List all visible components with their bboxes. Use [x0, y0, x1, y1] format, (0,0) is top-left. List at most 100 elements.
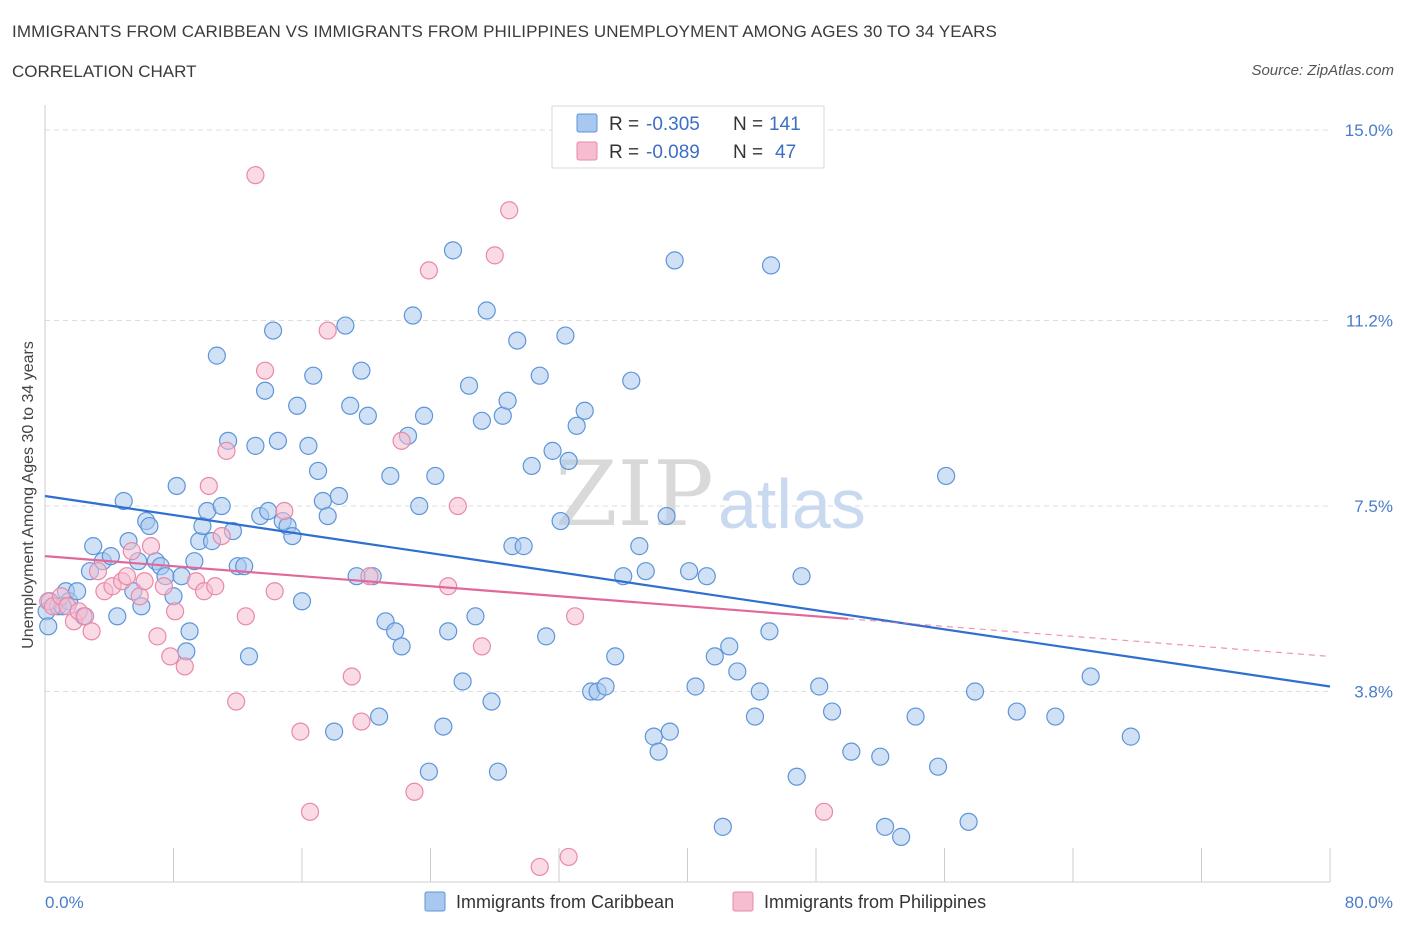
caribbean-point — [410, 496, 429, 516]
philippines-point — [82, 622, 101, 641]
caribbean-point — [403, 306, 422, 325]
trend-line-philippines — [44, 555, 849, 620]
caribbean-point — [488, 762, 508, 781]
caribbean-point — [567, 416, 586, 435]
caribbean-point — [556, 326, 575, 345]
caribbean-point — [370, 707, 389, 726]
watermark: ZIP atlas — [555, 442, 866, 547]
bottom-legend-label-caribbean: Immigrants from Caribbean — [456, 892, 674, 912]
philippines-point — [300, 802, 320, 821]
legend-swatch-philippines — [576, 141, 598, 161]
philippines-point — [135, 572, 154, 591]
legend-r-label-philippines: R = — [609, 142, 639, 163]
caribbean-point — [745, 707, 765, 726]
caribbean-point — [414, 406, 434, 425]
caribbean-point — [392, 637, 411, 656]
legend-r-label-caribbean: R = — [609, 114, 639, 135]
legend-swatch-caribbean — [576, 113, 598, 133]
philippines-point — [76, 607, 95, 626]
caribbean-point — [426, 466, 445, 486]
caribbean-point — [341, 396, 360, 415]
caribbean-point — [965, 682, 985, 701]
philippines-point — [814, 802, 834, 821]
caribbean-point — [443, 241, 463, 260]
caribbean-point — [207, 346, 226, 365]
caribbean-point — [705, 647, 724, 666]
caribbean-point — [892, 827, 911, 846]
y-tick-label: 7.5% — [1354, 497, 1393, 516]
caribbean-point — [453, 672, 472, 691]
caribbean-point — [575, 401, 594, 420]
philippines-point — [212, 526, 231, 546]
y-axis-label: Unemployment Among Ages 30 to 34 years — [20, 341, 37, 649]
y-tick-label: 15.0% — [1345, 121, 1393, 140]
legend-n-value-philippines: 47 — [775, 142, 796, 163]
caribbean-point — [466, 607, 485, 626]
caribbean-point — [84, 537, 103, 556]
caribbean-point — [720, 637, 739, 656]
philippines-point — [530, 857, 549, 877]
caribbean-point — [255, 381, 275, 400]
caribbean-point — [686, 677, 705, 696]
caribbean-point — [649, 742, 668, 761]
caribbean-point — [325, 722, 344, 741]
caribbean-point — [630, 537, 649, 556]
tick-labels: 3.8% 7.5% 11.2% 15.0% 0.0% 80.0% — [45, 121, 1393, 912]
philippines-point — [175, 657, 194, 676]
caribbean-point — [482, 692, 501, 711]
bottom-legend-swatch-philippines — [732, 891, 754, 912]
caribbean-point — [937, 466, 956, 486]
caribbean-point — [750, 682, 769, 701]
philippines-point — [352, 712, 371, 731]
caribbean-point — [680, 562, 699, 581]
philippines-point — [122, 542, 141, 561]
caribbean-point — [439, 622, 458, 641]
caribbean-point — [140, 516, 159, 536]
caribbean-point — [358, 406, 377, 425]
caribbean-point — [871, 747, 890, 766]
caribbean-point — [728, 662, 747, 681]
caribbean-point — [537, 627, 556, 646]
x-tick-label: 80.0% — [1345, 893, 1393, 912]
watermark-zip: ZIP — [555, 442, 714, 547]
caribbean-point — [268, 431, 288, 450]
caribbean-point — [336, 316, 355, 335]
chart-title: IMMIGRANTS FROM CARIBBEAN VS IMMIGRANTS … — [12, 22, 997, 41]
caribbean-point — [559, 451, 578, 471]
caribbean-point — [259, 501, 278, 521]
caribbean-point — [177, 642, 196, 661]
philippines-point — [275, 501, 294, 521]
philippines-point — [342, 667, 361, 686]
philippines-point — [166, 602, 185, 621]
caribbean-point — [665, 251, 684, 270]
axes — [44, 105, 1331, 883]
legend-n-value-caribbean: 141 — [769, 114, 801, 135]
caribbean-point — [792, 567, 811, 586]
philippines-point — [485, 246, 504, 265]
philippines-point — [206, 577, 225, 596]
y-tick-label: 3.8% — [1354, 683, 1393, 702]
caribbean-point — [313, 491, 332, 511]
caribbean-point — [381, 466, 400, 486]
philippines-point — [500, 201, 519, 220]
caribbean-point — [498, 391, 517, 410]
caribbean-point — [167, 476, 186, 496]
caribbean-point — [636, 562, 655, 581]
caribbean-point — [787, 767, 806, 786]
caribbean-point — [1121, 727, 1140, 746]
philippines-point — [161, 647, 180, 666]
caribbean-point — [660, 722, 679, 741]
caribbean-point — [292, 592, 312, 611]
philippines-point — [199, 476, 218, 496]
caribbean-point — [842, 742, 861, 761]
caribbean-point — [288, 396, 307, 415]
philippines-point — [130, 587, 149, 606]
caribbean-point — [263, 321, 283, 340]
caribbean-point — [352, 361, 371, 380]
caribbean-point — [434, 717, 453, 736]
source-label: Source: ZipAtlas.com — [1251, 62, 1394, 79]
legend-box: R = -0.305 N = 141 R = -0.089 N = 47 — [551, 105, 825, 169]
philippines-point — [236, 607, 255, 626]
philippines-point — [392, 431, 411, 450]
